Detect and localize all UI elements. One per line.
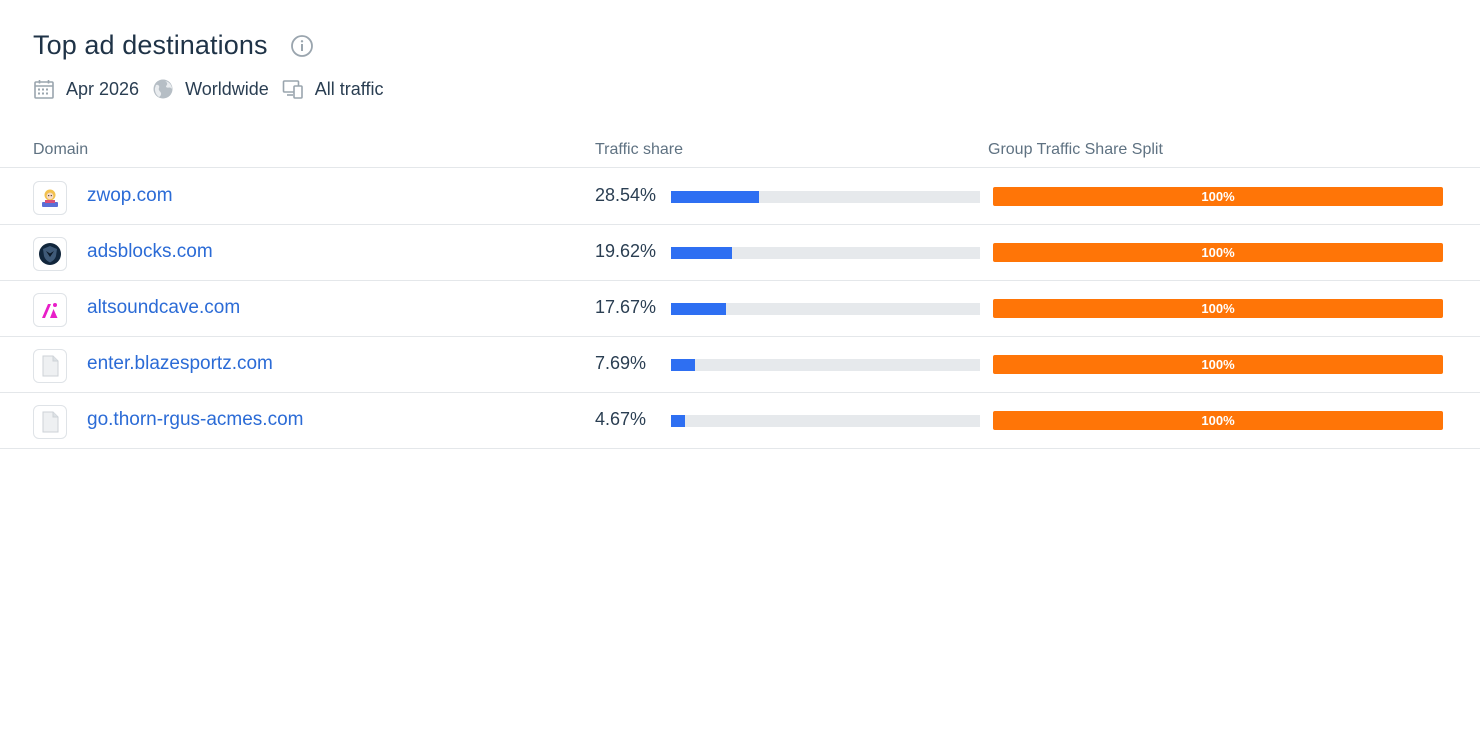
devices-icon [282, 78, 304, 100]
filter-date-label: Apr 2026 [66, 78, 140, 99]
group-split-bar: 100% [993, 411, 1443, 430]
traffic-share-value: 28.54% [595, 185, 657, 205]
column-header-traffic-share[interactable]: Traffic share [595, 141, 684, 158]
traffic-share-bar-fill [671, 303, 726, 315]
shield-logo-icon [33, 237, 67, 271]
traffic-share-bar-fill [671, 191, 760, 203]
traffic-share-value: 7.69% [595, 353, 647, 373]
domain-link[interactable]: enter.blazesportz.com [87, 353, 273, 374]
filter-country-label: Worldwide [185, 78, 269, 99]
calendar-icon [33, 78, 55, 100]
traffic-share-bar [671, 247, 980, 259]
blank-page-icon [33, 349, 67, 383]
traffic-share-bar-fill [671, 359, 695, 371]
traffic-share-bar [671, 415, 980, 427]
globe-icon [152, 78, 174, 100]
group-split-bar: 100% [993, 187, 1443, 206]
table-row[interactable]: go.thorn-rgus-acmes.com 4.67% 100% [0, 393, 1480, 449]
filter-traffic-label: All traffic [314, 78, 384, 99]
traffic-share-value: 4.67% [595, 409, 647, 429]
table-row[interactable]: zwop.com 28.54% 100% [0, 169, 1480, 225]
traffic-share-bar [671, 303, 980, 315]
filter-bar: Apr 2026 Worldwide All traffic [33, 76, 396, 102]
domain-link[interactable]: adsblocks.com [87, 241, 213, 262]
traffic-share-bar [671, 191, 980, 203]
altsoundcave-logo-icon [33, 293, 67, 327]
traffic-share-bar-fill [671, 415, 686, 427]
filter-country[interactable]: Worldwide [152, 78, 269, 100]
traffic-share-bar [671, 359, 980, 371]
zwop-logo-icon [33, 181, 67, 215]
table-row[interactable]: enter.blazesportz.com 7.69% 100% [0, 337, 1480, 393]
blank-page-icon [33, 405, 67, 439]
widget-title: Top ad destinations [33, 30, 268, 60]
traffic-share-bar-fill [671, 247, 732, 259]
domain-link[interactable]: zwop.com [87, 185, 173, 206]
table-row[interactable]: altsoundcave.com 17.67% 100% [0, 281, 1480, 337]
filter-traffic[interactable]: All traffic [282, 78, 384, 100]
filter-date[interactable]: Apr 2026 [33, 78, 139, 100]
table-row[interactable]: adsblocks.com 19.62% 100% [0, 225, 1480, 281]
group-split-bar: 100% [993, 299, 1443, 318]
column-header-group-split[interactable]: Group Traffic Share Split [988, 141, 1163, 158]
table-header: Domain Traffic share Group Traffic Share… [0, 138, 1480, 168]
traffic-share-value: 19.62% [595, 241, 657, 261]
column-header-domain[interactable]: Domain [33, 141, 89, 158]
group-split-bar: 100% [993, 243, 1443, 262]
domain-link[interactable]: altsoundcave.com [87, 297, 241, 318]
traffic-share-value: 17.67% [595, 297, 657, 317]
group-split-bar: 100% [993, 355, 1443, 374]
domain-link[interactable]: go.thorn-rgus-acmes.com [87, 409, 304, 430]
info-icon[interactable] [290, 34, 314, 58]
widget-header: Top ad destinations [33, 30, 314, 61]
